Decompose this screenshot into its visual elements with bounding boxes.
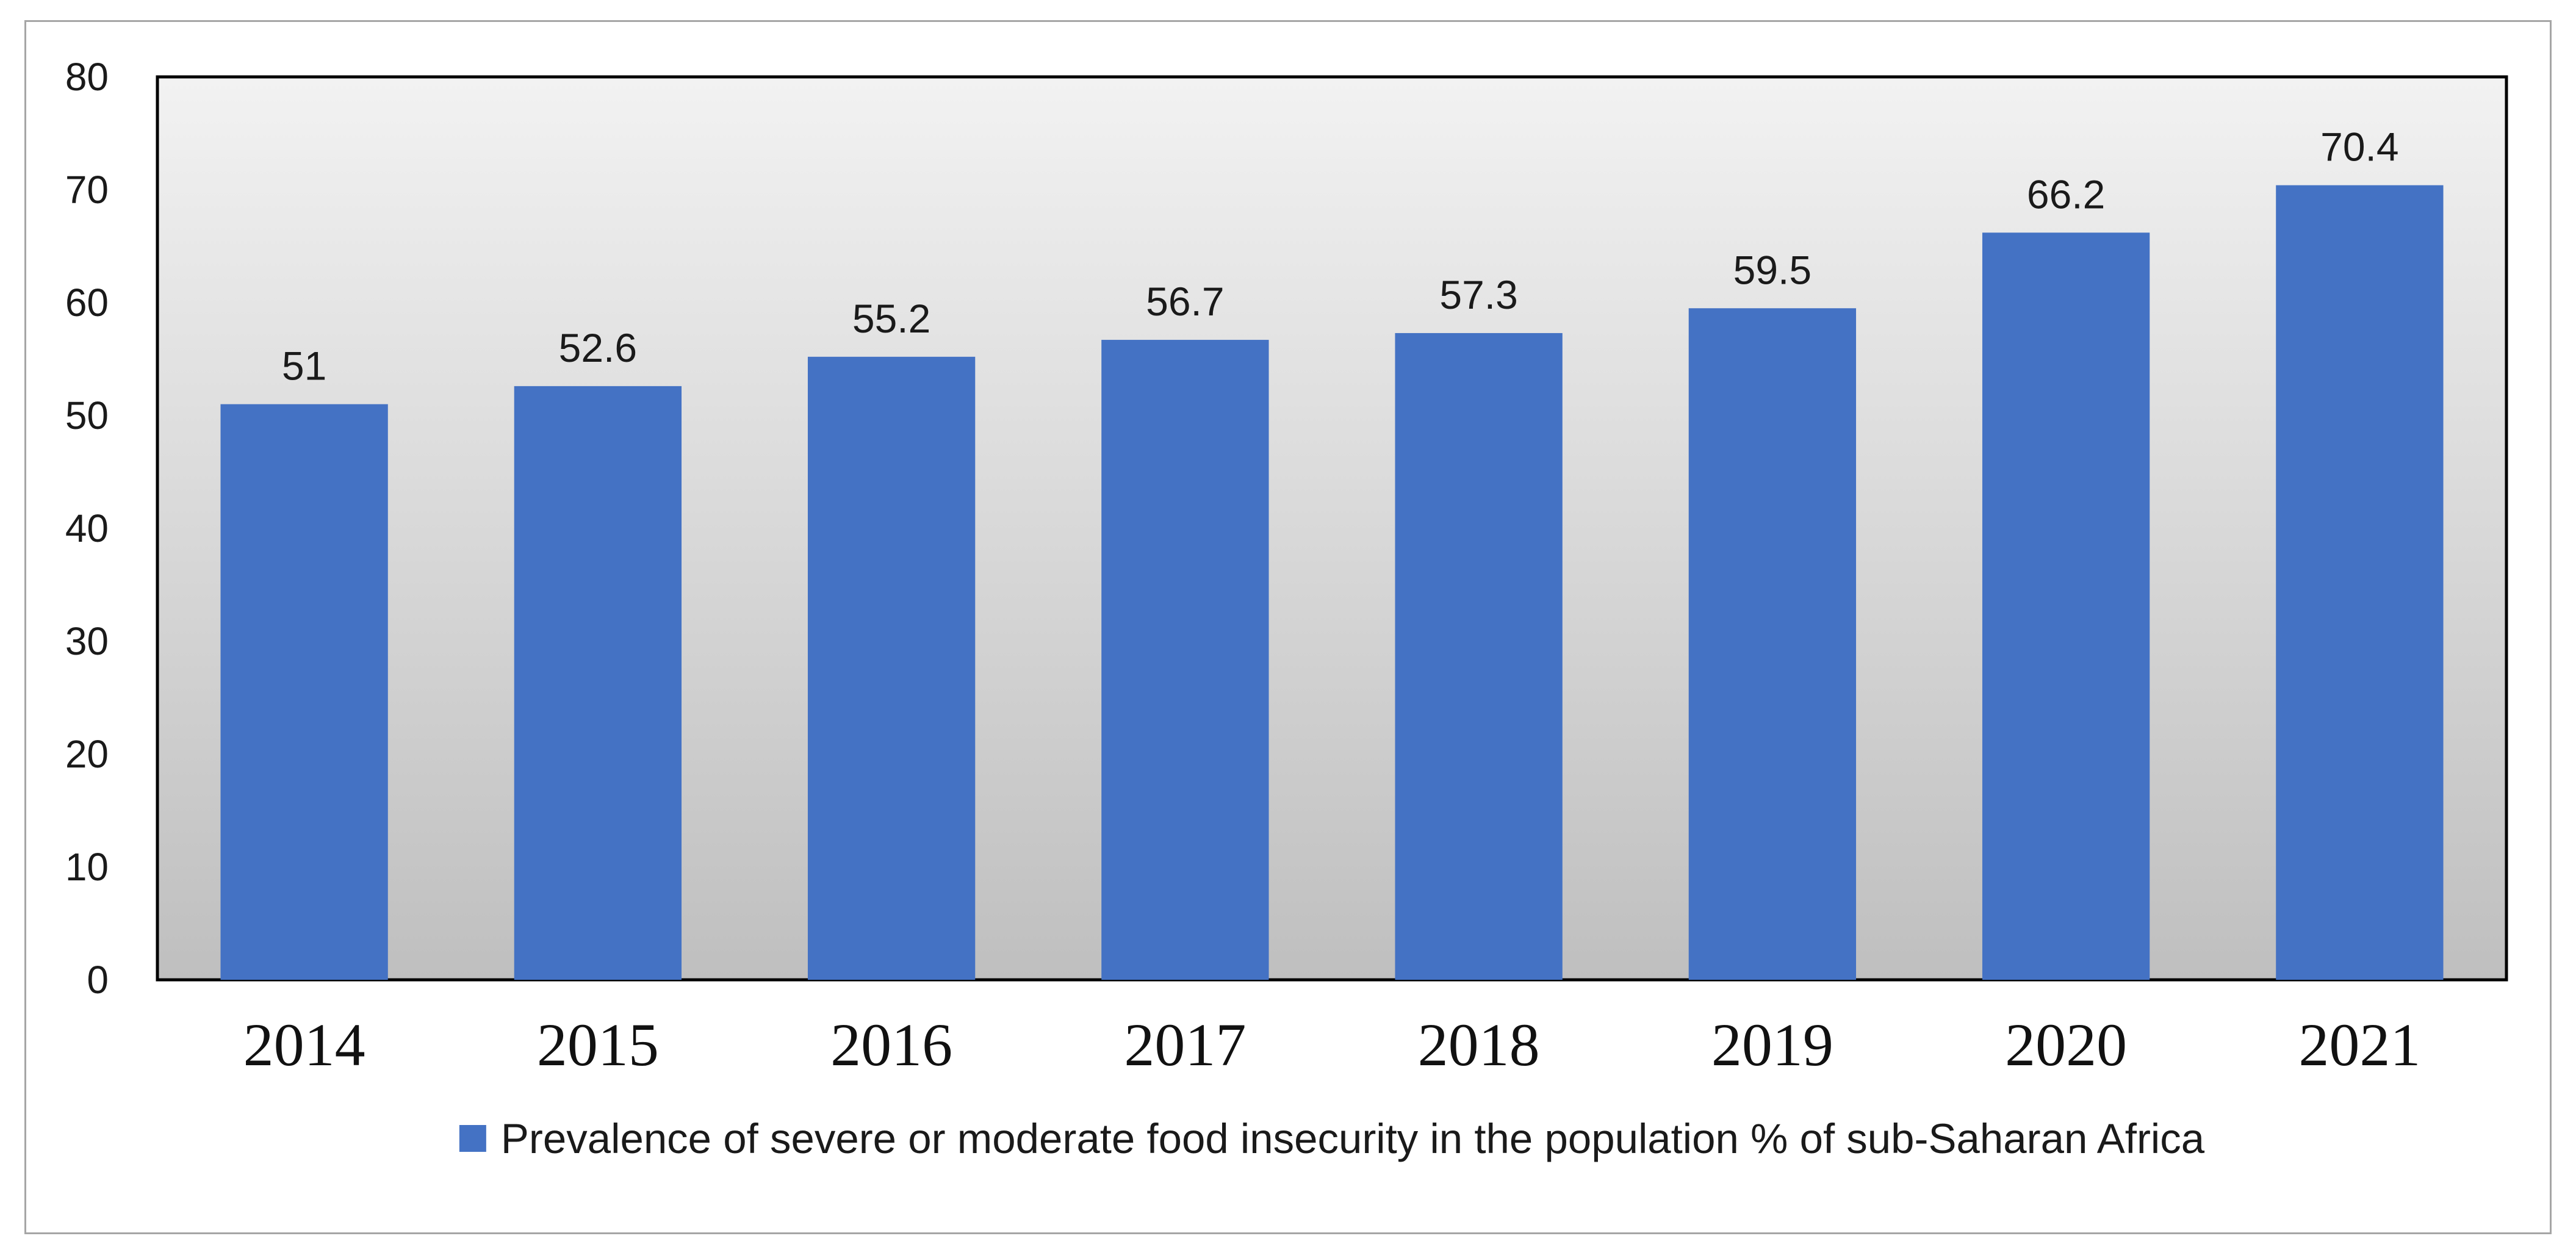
bar-2021 xyxy=(2276,185,2444,980)
y-tick-label-20: 20 xyxy=(65,732,109,776)
x-axis: 2014 2015 2016 2017 2018 2019 2020 2021 xyxy=(243,1011,2421,1079)
bars-group xyxy=(220,185,2444,980)
y-tick-label-0: 0 xyxy=(87,958,109,1002)
legend-swatch xyxy=(459,1125,486,1152)
x-tick-label-2021: 2021 xyxy=(2298,1011,2420,1079)
legend: Prevalence of severe or moderate food in… xyxy=(459,1115,2205,1162)
y-tick-label-10: 10 xyxy=(65,845,109,889)
bar-2015 xyxy=(514,386,682,980)
bar-chart: 51 52.6 55.2 56.7 57.3 59.5 66.2 70.4 0 10 20 30 40… xyxy=(65,55,2508,1162)
x-tick-label-2017: 2017 xyxy=(1124,1011,1246,1079)
x-tick-label-2019: 2019 xyxy=(1711,1011,1833,1079)
chart-frame: 51 52.6 55.2 56.7 57.3 59.5 66.2 70.4 0 10 20 30 40… xyxy=(24,20,2552,1234)
data-label-2021: 70.4 xyxy=(2320,124,2398,170)
bar-2018 xyxy=(1395,332,1563,980)
data-label-2017: 56.7 xyxy=(1146,279,1224,324)
x-tick-label-2018: 2018 xyxy=(1418,1011,1540,1079)
data-label-2019: 59.5 xyxy=(1733,247,1811,292)
bar-2019 xyxy=(1688,308,1857,980)
data-label-2020: 66.2 xyxy=(2027,171,2105,217)
y-tick-label-40: 40 xyxy=(65,506,109,550)
x-tick-label-2014: 2014 xyxy=(243,1011,365,1079)
y-tick-label-50: 50 xyxy=(65,394,109,437)
y-tick-label-30: 30 xyxy=(65,619,109,663)
y-tick-label-80: 80 xyxy=(65,55,109,99)
bar-2017 xyxy=(1101,340,1269,980)
data-label-2015: 52.6 xyxy=(559,325,637,370)
x-tick-label-2016: 2016 xyxy=(830,1011,952,1079)
bar-2014 xyxy=(220,404,388,980)
plot-area xyxy=(156,75,2508,982)
bar-2020 xyxy=(1982,232,2150,980)
data-labels-group: 51 52.6 55.2 56.7 57.3 59.5 66.2 70.4 xyxy=(282,124,2399,389)
legend-label: Prevalence of severe or moderate food in… xyxy=(501,1115,2205,1162)
y-axis: 0 10 20 30 40 50 60 70 80 xyxy=(65,55,109,1002)
bar-2016 xyxy=(807,356,976,980)
data-label-2018: 57.3 xyxy=(1439,272,1517,317)
x-tick-label-2015: 2015 xyxy=(537,1011,659,1079)
data-label-2016: 55.2 xyxy=(852,296,930,341)
y-tick-label-60: 60 xyxy=(65,281,109,325)
data-label-2014: 51 xyxy=(282,343,326,389)
y-tick-label-70: 70 xyxy=(65,168,109,212)
x-tick-label-2020: 2020 xyxy=(2005,1011,2127,1079)
